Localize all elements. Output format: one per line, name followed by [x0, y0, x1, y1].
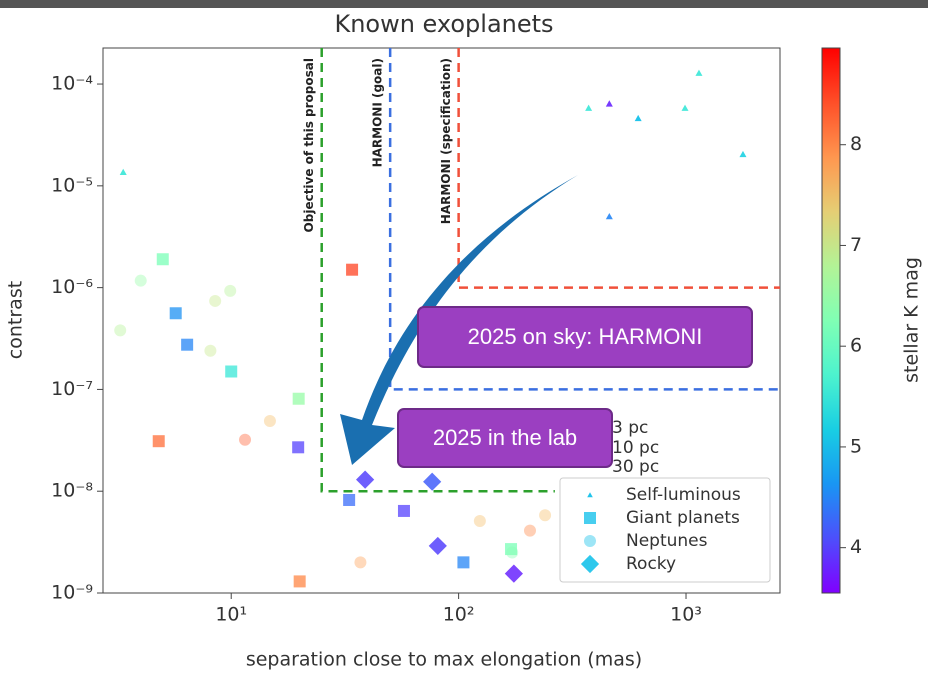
point [119, 168, 127, 176]
point [343, 493, 356, 506]
limit-line [457, 48, 780, 289]
legend-marker [584, 512, 596, 524]
legend [559, 477, 771, 583]
point [356, 470, 375, 489]
callout-box [417, 306, 753, 368]
colorbar [821, 47, 841, 594]
arrow [340, 175, 578, 465]
y-axis-label: contrast [5, 281, 27, 359]
limit-label: HARMONI (specification) [439, 58, 453, 224]
y-tick-label: 10⁻⁶ [51, 276, 93, 298]
distance-label: 10 pc [612, 438, 659, 458]
top-strip [0, 0, 928, 8]
colorbar-tick-label: 7 [850, 234, 862, 256]
point [204, 344, 217, 357]
y-tick-label: 10⁻⁴ [51, 73, 93, 95]
point [504, 564, 523, 583]
point [263, 414, 276, 427]
point [292, 441, 305, 454]
colorbar-tick-label: 8 [850, 133, 862, 155]
point [293, 575, 306, 588]
point [224, 284, 237, 297]
point [739, 150, 747, 158]
limit-line [320, 48, 555, 493]
point [634, 114, 642, 122]
legend-marker [587, 492, 593, 498]
point [473, 514, 486, 527]
point [428, 536, 447, 556]
point [605, 212, 613, 220]
limit-line [388, 48, 780, 391]
colorbar-label: stellar K mag [901, 257, 923, 383]
point [585, 104, 593, 111]
y-tick-label: 10⁻⁸ [51, 480, 93, 502]
point [605, 100, 613, 107]
colorbar-tick-label: 5 [850, 435, 862, 457]
x-tick-label: 10¹ [215, 604, 247, 626]
y-tick-label: 10⁻⁵ [51, 174, 93, 196]
legend-marker [580, 554, 600, 574]
point [114, 324, 127, 337]
point [134, 274, 147, 287]
chart-title: Known exoplanets [334, 10, 553, 38]
point [152, 435, 165, 448]
point [354, 556, 367, 569]
legend-label: Rocky [626, 554, 676, 574]
callout-box [397, 408, 613, 468]
legend-label: Giant planets [626, 508, 740, 528]
legend-label: Neptunes [626, 531, 708, 551]
point [239, 433, 252, 446]
legend-label: Self-luminous [626, 485, 741, 505]
legend-marker [584, 535, 596, 547]
colorbar-tick-label: 6 [850, 335, 862, 357]
point [209, 294, 222, 307]
point [181, 338, 194, 351]
point [523, 524, 536, 537]
point [505, 543, 518, 556]
callout-text: 2025 in the lab [433, 425, 577, 450]
point [397, 504, 410, 517]
point [156, 253, 169, 266]
x-tick-label: 10³ [670, 604, 702, 626]
point [695, 69, 703, 76]
point [292, 392, 305, 405]
callout-text: 2025 on sky: HARMONI [468, 324, 703, 349]
point [681, 104, 689, 111]
colorbar-tick-label: 4 [850, 536, 862, 558]
x-tick-label: 10² [443, 604, 475, 626]
distance-label: 30 pc [612, 457, 659, 477]
x-axis-label: separation close to max elongation (mas) [246, 649, 642, 671]
point [225, 365, 238, 378]
distance-label: 3 pc [612, 418, 648, 438]
point [346, 263, 359, 276]
limit-label: HARMONI (goal) [371, 58, 385, 167]
point [539, 509, 552, 522]
y-tick-label: 10⁻⁹ [51, 582, 93, 604]
point [457, 556, 470, 569]
point [169, 307, 182, 320]
point [423, 472, 442, 491]
limit-label: Objective of this proposal [302, 58, 316, 232]
y-tick-label: 10⁻⁷ [51, 378, 93, 400]
point [506, 546, 519, 559]
